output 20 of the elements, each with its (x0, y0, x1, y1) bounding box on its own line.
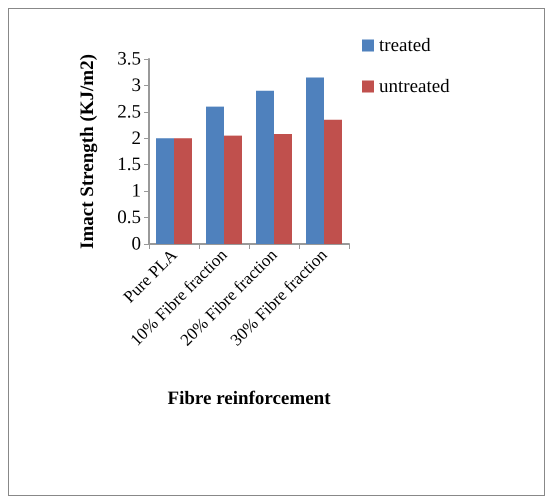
bar (156, 138, 174, 244)
bar (256, 90, 274, 244)
y-tick-label: 0.5 (117, 207, 141, 228)
y-tick-label: 0 (132, 234, 141, 254)
y-tick-label: 3 (132, 74, 141, 96)
y-tick-label: 3.5 (117, 48, 141, 70)
bar (324, 120, 342, 244)
y-tick-label: 2.5 (117, 101, 141, 122)
y-tick-label: 1.5 (117, 154, 141, 176)
y-axis-title: Imact Strength (KJ/m2) (77, 54, 98, 249)
bar (206, 106, 224, 244)
y-tick-label: 1 (132, 180, 141, 202)
bar (224, 136, 242, 244)
bar (274, 134, 292, 244)
bar (174, 138, 192, 244)
legend-label: untreated (379, 76, 450, 97)
x-axis-title: Fibre reinforcement (167, 388, 332, 409)
legend-label: treated (379, 35, 432, 56)
y-tick-label: 2 (132, 128, 141, 149)
bar (306, 78, 324, 244)
